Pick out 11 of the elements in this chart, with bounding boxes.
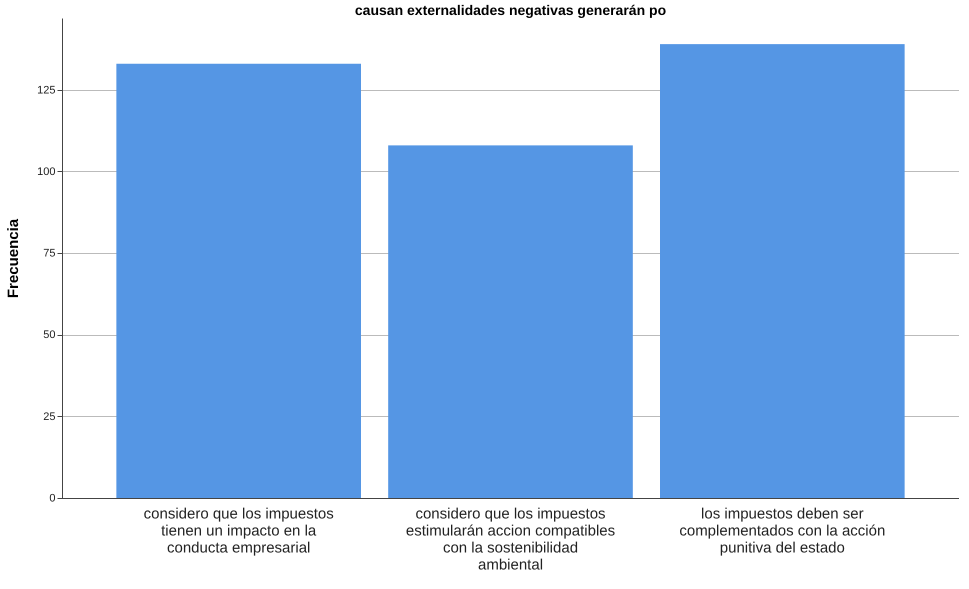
y-tick-label: 75 <box>43 248 56 260</box>
y-tick-label: 25 <box>43 410 56 423</box>
y-tick-label: 125 <box>37 84 56 96</box>
chart-title: causan externalidades negativas generarán po <box>354 2 666 18</box>
y-tick-label: 100 <box>37 166 56 178</box>
y-tick-label: 0 <box>49 492 56 504</box>
x-tick-label: los impuestos deben ser complementados con la acción punitiva del estado <box>679 506 886 556</box>
x-tick-label: considero que los impuestos estimularán accion compatibles con la sostenibilidad ambiental <box>406 506 616 574</box>
y-tick-label: 50 <box>43 329 56 342</box>
x-tick-label: considero que los impuestos tienen un impacto en la conducta empresarial <box>144 506 334 556</box>
y-axis-title: Frecuencia <box>5 218 22 298</box>
